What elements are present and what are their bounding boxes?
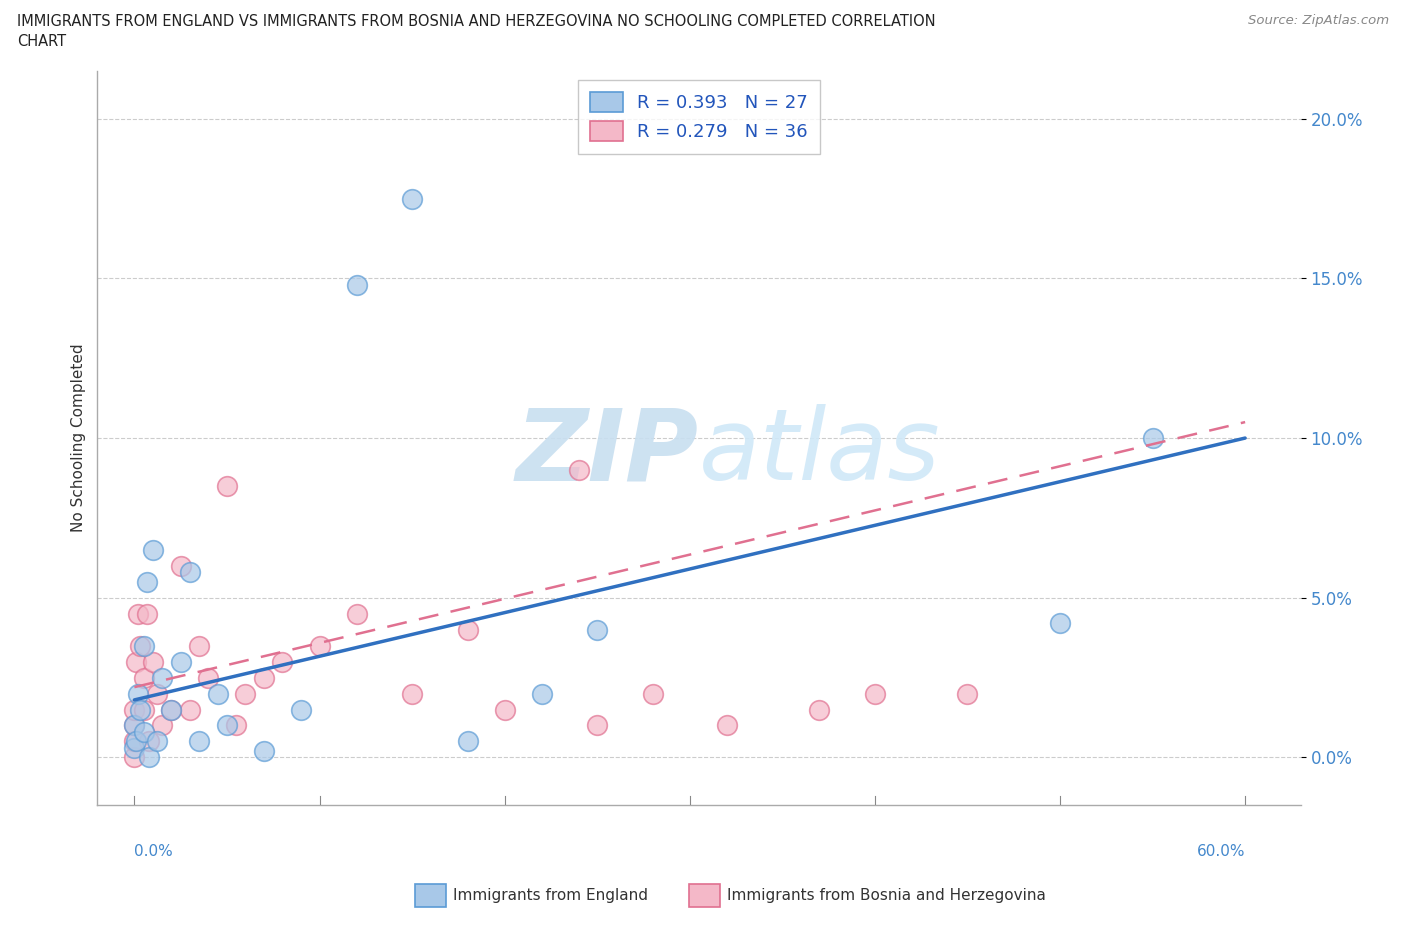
Point xyxy=(142,654,165,669)
Text: Immigrants from Bosnia and Herzegovina: Immigrants from Bosnia and Herzegovina xyxy=(727,888,1046,903)
Point xyxy=(127,686,149,701)
Point xyxy=(125,734,148,749)
Point xyxy=(494,702,516,717)
Point xyxy=(586,622,609,637)
Point xyxy=(1142,431,1164,445)
Text: CHART: CHART xyxy=(17,34,66,49)
Point xyxy=(132,702,155,717)
Legend: R = 0.393   N = 27, R = 0.279   N = 36: R = 0.393 N = 27, R = 0.279 N = 36 xyxy=(578,80,821,153)
Text: ZIP: ZIP xyxy=(516,405,699,501)
Point xyxy=(225,718,247,733)
Point xyxy=(124,740,146,755)
Point xyxy=(136,606,159,621)
Point xyxy=(271,654,294,669)
Point xyxy=(132,724,155,739)
Point xyxy=(308,638,330,653)
Point xyxy=(124,718,146,733)
Point xyxy=(401,686,423,701)
Point xyxy=(197,671,219,685)
Text: IMMIGRANTS FROM ENGLAND VS IMMIGRANTS FROM BOSNIA AND HERZEGOVINA NO SCHOOLING C: IMMIGRANTS FROM ENGLAND VS IMMIGRANTS FR… xyxy=(17,14,935,29)
Point xyxy=(132,671,155,685)
Point xyxy=(401,191,423,206)
Point xyxy=(138,734,160,749)
Point xyxy=(215,718,238,733)
Text: atlas: atlas xyxy=(699,405,941,501)
Point xyxy=(457,734,479,749)
Point xyxy=(138,750,160,764)
Point xyxy=(253,671,276,685)
Text: Immigrants from England: Immigrants from England xyxy=(453,888,648,903)
Text: Source: ZipAtlas.com: Source: ZipAtlas.com xyxy=(1249,14,1389,27)
Point xyxy=(127,606,149,621)
Point xyxy=(1049,616,1071,631)
Point xyxy=(124,734,146,749)
Point xyxy=(150,718,173,733)
Point xyxy=(716,718,738,733)
Point xyxy=(129,702,152,717)
Point xyxy=(641,686,664,701)
Point xyxy=(132,638,155,653)
Point xyxy=(160,702,183,717)
Point xyxy=(124,702,146,717)
Point xyxy=(346,606,368,621)
Text: 60.0%: 60.0% xyxy=(1197,844,1246,859)
Point xyxy=(124,750,146,764)
Point xyxy=(215,479,238,494)
Text: 0.0%: 0.0% xyxy=(135,844,173,859)
Point xyxy=(207,686,229,701)
Point xyxy=(179,565,201,579)
Point xyxy=(160,702,183,717)
Point xyxy=(136,575,159,590)
Point xyxy=(568,462,591,477)
Point xyxy=(808,702,831,717)
Point xyxy=(129,638,152,653)
Point xyxy=(150,671,173,685)
Point xyxy=(956,686,979,701)
Point xyxy=(346,277,368,292)
Point xyxy=(457,622,479,637)
Point xyxy=(145,686,167,701)
Y-axis label: No Schooling Completed: No Schooling Completed xyxy=(72,344,86,532)
Point xyxy=(586,718,609,733)
Point xyxy=(169,558,191,573)
Point xyxy=(179,702,201,717)
Point xyxy=(253,744,276,759)
Point xyxy=(145,734,167,749)
Point xyxy=(125,654,148,669)
Point xyxy=(142,542,165,557)
Point xyxy=(169,654,191,669)
Point xyxy=(124,718,146,733)
Point xyxy=(188,638,211,653)
Point xyxy=(290,702,312,717)
Point xyxy=(863,686,886,701)
Point xyxy=(235,686,257,701)
Point xyxy=(188,734,211,749)
Point xyxy=(530,686,553,701)
